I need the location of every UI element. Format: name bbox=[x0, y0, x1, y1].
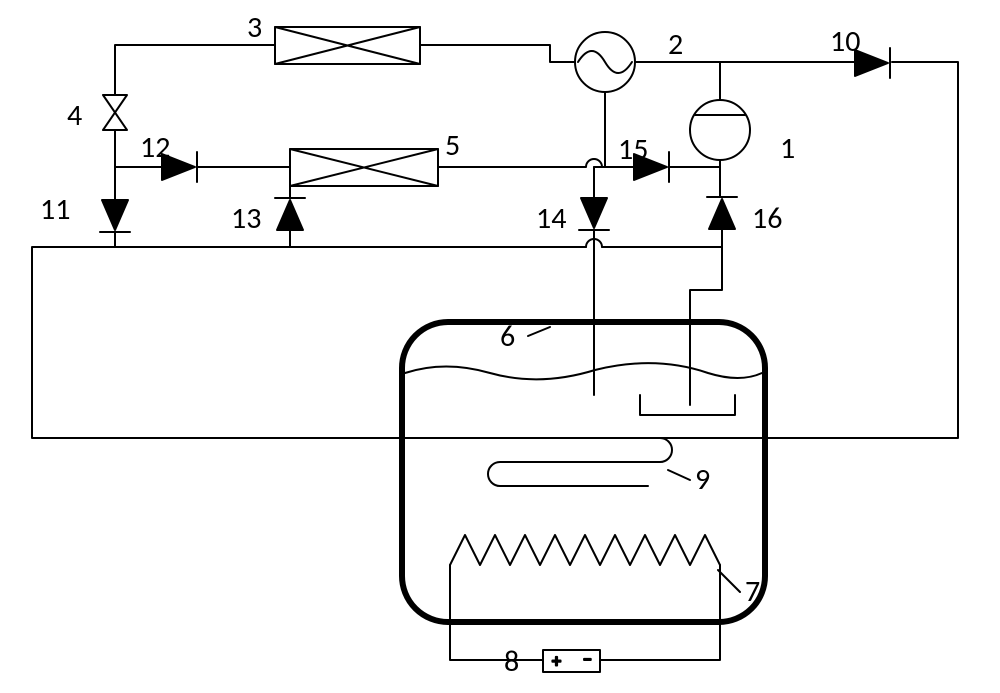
label-15: 15 bbox=[618, 131, 648, 168]
check-valve-13 bbox=[275, 198, 305, 230]
label-16: 16 bbox=[752, 200, 782, 237]
wire-hop bbox=[555, 92, 605, 167]
label-12: 12 bbox=[140, 129, 170, 166]
wire bbox=[770, 62, 958, 438]
label-3: 3 bbox=[247, 9, 262, 46]
leader-6 bbox=[528, 327, 550, 336]
coil-9 bbox=[455, 438, 770, 486]
label-9: 9 bbox=[695, 461, 710, 498]
label-14: 14 bbox=[536, 200, 566, 237]
schematic-diagram: + − 12345678910111213141516 bbox=[0, 0, 1000, 693]
wire bbox=[690, 277, 722, 405]
label-7: 7 bbox=[745, 573, 760, 610]
battery-8: + − bbox=[543, 648, 600, 672]
liquid-surface bbox=[405, 363, 762, 379]
label-10: 10 bbox=[830, 23, 860, 60]
leader-9 bbox=[668, 470, 690, 480]
valve-4 bbox=[103, 95, 127, 130]
dip-tube-cup bbox=[640, 395, 735, 415]
flow-meter-2 bbox=[575, 32, 635, 92]
label-8: 8 bbox=[504, 643, 519, 680]
svg-text:+: + bbox=[552, 650, 561, 672]
check-valve-14 bbox=[579, 198, 609, 230]
label-5: 5 bbox=[445, 127, 460, 164]
compressor-1 bbox=[690, 100, 750, 160]
label-4: 4 bbox=[67, 97, 82, 134]
label-2: 2 bbox=[668, 26, 683, 63]
leader-7 bbox=[718, 570, 740, 592]
wire bbox=[420, 45, 575, 62]
check-valve-16 bbox=[707, 197, 737, 229]
label-11: 11 bbox=[40, 191, 70, 228]
heater-7 bbox=[450, 535, 720, 660]
label-6: 6 bbox=[500, 318, 515, 355]
wire bbox=[115, 45, 275, 95]
heat-exchanger-5 bbox=[290, 149, 438, 186]
wire bbox=[32, 232, 455, 438]
heat-exchanger-3 bbox=[275, 27, 420, 64]
label-13: 13 bbox=[231, 200, 261, 237]
check-valve-11 bbox=[100, 200, 130, 232]
label-1: 1 bbox=[780, 130, 795, 167]
svg-text:−: − bbox=[583, 648, 592, 670]
